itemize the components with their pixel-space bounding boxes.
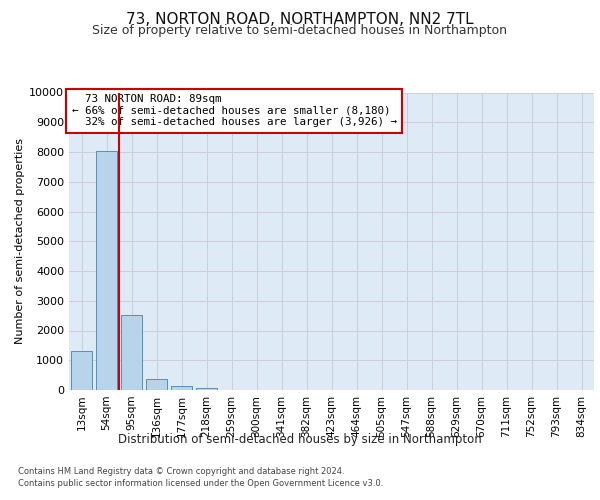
Text: 73 NORTON ROAD: 89sqm
← 66% of semi-detached houses are smaller (8,180)
  32% of: 73 NORTON ROAD: 89sqm ← 66% of semi-deta… [71,94,397,127]
Text: Contains public sector information licensed under the Open Government Licence v3: Contains public sector information licen… [18,479,383,488]
Bar [121,315,142,390]
Text: Distribution of semi-detached houses by size in Northampton: Distribution of semi-detached houses by … [118,432,482,446]
Bar [71,352,92,390]
Y-axis label: Number of semi-detached properties: Number of semi-detached properties [15,138,25,344]
Text: Contains HM Land Registry data © Crown copyright and database right 2024.: Contains HM Land Registry data © Crown c… [18,468,344,476]
Bar [171,386,192,390]
Bar [146,378,167,390]
Text: 73, NORTON ROAD, NORTHAMPTON, NN2 7TL: 73, NORTON ROAD, NORTHAMPTON, NN2 7TL [126,12,474,28]
Bar [96,150,117,390]
Bar [196,388,217,390]
Text: Size of property relative to semi-detached houses in Northampton: Size of property relative to semi-detach… [92,24,508,37]
